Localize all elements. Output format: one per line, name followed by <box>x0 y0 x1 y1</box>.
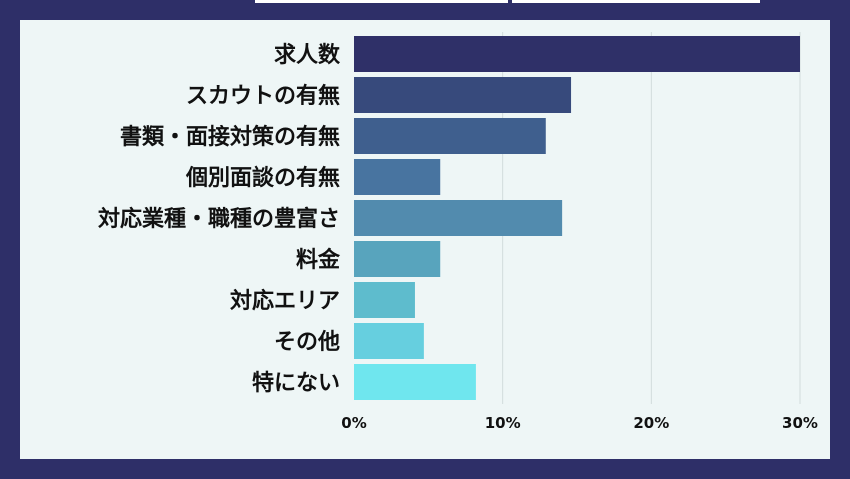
category-label: 求人数 <box>274 42 341 68</box>
bar <box>354 364 476 400</box>
category-label: スカウトの有無 <box>186 83 340 109</box>
category-label: 料金 <box>296 247 341 273</box>
bar <box>354 200 563 236</box>
x-tick-label: 30% <box>782 414 818 432</box>
x-tick-label: 20% <box>633 414 669 432</box>
top-accent-bar <box>255 0 508 3</box>
bar <box>354 159 441 195</box>
top-accent-bar <box>512 0 760 3</box>
category-label: 対応エリア <box>230 288 340 314</box>
category-labels: 求人数スカウトの有無書類・面接対策の有無個別面談の有無対応業種・職種の豊富さ料金… <box>98 42 341 396</box>
bar-chart: 求人数スカウトの有無書類・面接対策の有無個別面談の有無対応業種・職種の豊富さ料金… <box>98 32 818 432</box>
bar <box>354 241 441 277</box>
category-label: 特にない <box>252 370 340 396</box>
category-label: 個別面談の有無 <box>185 165 340 191</box>
category-label: 書類・面接対策の有無 <box>120 124 340 150</box>
bar <box>354 323 424 359</box>
x-tick-labels: 0% 10% 20% 30% <box>341 414 818 432</box>
category-label: その他 <box>274 330 340 355</box>
bar <box>354 282 415 318</box>
x-tick-label: 10% <box>485 414 521 432</box>
bar <box>354 36 800 72</box>
category-label: 対応業種・職種の豊富さ <box>98 206 340 232</box>
x-tick-label: 0% <box>341 414 366 432</box>
chart-panel: 求人数スカウトの有無書類・面接対策の有無個別面談の有無対応業種・職種の豊富さ料金… <box>20 20 830 459</box>
bars <box>354 36 800 400</box>
bar <box>354 77 572 113</box>
bar <box>354 118 546 154</box>
